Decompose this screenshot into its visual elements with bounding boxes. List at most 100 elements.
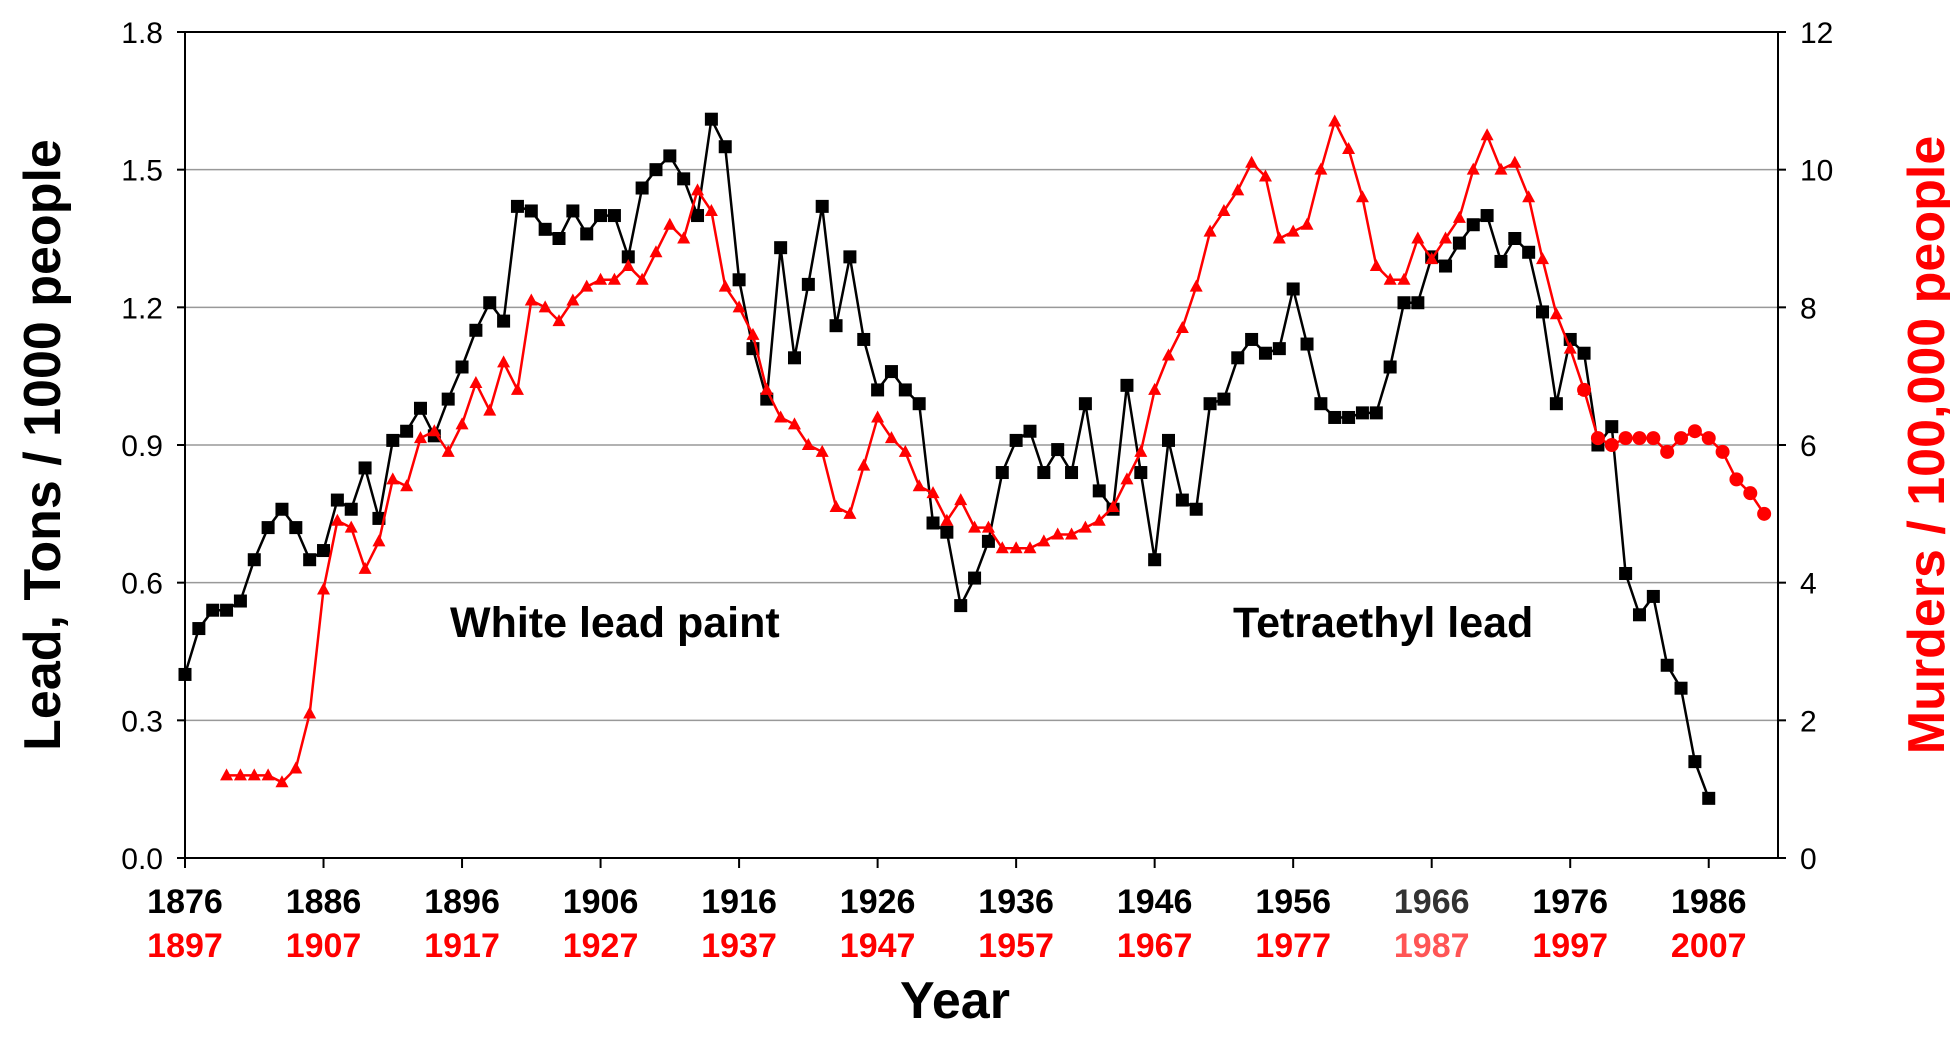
data-point — [1078, 397, 1092, 411]
data-point — [1258, 169, 1272, 182]
data-point — [760, 382, 774, 395]
data-point — [1757, 506, 1772, 521]
data-point — [774, 241, 788, 255]
data-point — [1383, 272, 1397, 285]
x-axis-ticks: 1876 1897 1886 1907 1896 1917 1906 1927 1916 1937… — [147, 858, 1747, 965]
data-point — [1051, 443, 1065, 457]
data-point — [1023, 424, 1037, 438]
data-point — [247, 768, 261, 781]
data-point — [1646, 431, 1661, 446]
y-axis-label-left: Lead, Tons / 1000 people — [14, 139, 72, 751]
data-point — [1577, 346, 1591, 360]
data-point — [497, 355, 511, 368]
data-point — [677, 231, 691, 244]
data-point — [663, 149, 677, 163]
data-point — [843, 506, 857, 519]
data-point — [233, 594, 247, 608]
data-point — [275, 502, 289, 516]
data-point — [566, 293, 580, 306]
data-point — [455, 417, 469, 430]
x-tick-label-secondary: 1977 — [1255, 927, 1331, 965]
data-point — [1701, 431, 1716, 446]
data-point — [372, 534, 386, 547]
x-tick-label: 1946 — [1117, 883, 1193, 921]
data-point — [413, 431, 427, 444]
x-tick-label: 1956 — [1255, 883, 1331, 921]
right-tick-label: 6 — [1800, 430, 1817, 463]
data-point — [1037, 466, 1051, 480]
data-point — [1508, 232, 1522, 245]
x-tick-label: 1876 — [147, 883, 223, 921]
x-tick-label-secondary: 1997 — [1532, 927, 1608, 965]
data-point — [926, 486, 940, 499]
series-2 — [1577, 382, 1772, 521]
data-point — [663, 217, 677, 230]
data-point — [801, 438, 815, 450]
data-point — [317, 582, 331, 595]
data-point — [1508, 155, 1522, 168]
data-point — [1120, 378, 1134, 392]
data-point — [1148, 382, 1162, 395]
data-point — [926, 516, 940, 530]
x-tick-label-secondary: 2007 — [1671, 927, 1747, 965]
data-point — [1217, 203, 1231, 216]
data-point — [178, 667, 192, 681]
data-point — [233, 768, 247, 781]
gridlines — [185, 168, 1778, 722]
data-point — [1203, 224, 1217, 237]
data-point — [1590, 431, 1605, 446]
data-point — [1175, 320, 1189, 333]
right-tick-label: 10 — [1800, 155, 1833, 188]
data-point — [192, 622, 206, 636]
left-axis-ticks: 0.0 0.3 0.6 0.9 1.2 1.5 1.8 — [121, 17, 185, 876]
x-tick-label-secondary: 1897 — [147, 927, 223, 965]
data-point — [1536, 252, 1550, 265]
left-tick-label: 0.0 — [121, 843, 163, 876]
data-point — [510, 199, 524, 213]
data-point — [483, 403, 497, 416]
data-point — [1702, 791, 1716, 805]
data-point — [344, 502, 358, 516]
data-point — [1522, 245, 1536, 259]
data-point — [261, 768, 275, 781]
data-point — [829, 499, 843, 512]
x-tick-label-secondary: 1927 — [563, 927, 639, 965]
data-point — [386, 433, 400, 447]
data-point — [358, 561, 372, 574]
data-point — [649, 163, 663, 177]
data-point — [884, 365, 898, 379]
data-point — [1383, 360, 1397, 374]
data-point — [566, 204, 580, 218]
data-point — [1355, 190, 1369, 203]
annotation-tetraethyl-lead: Tetraethyl lead — [1233, 599, 1533, 647]
data-point — [843, 250, 857, 264]
data-point — [358, 461, 372, 475]
data-point — [1134, 444, 1148, 457]
data-point — [1687, 424, 1702, 439]
data-point — [552, 314, 566, 327]
data-point — [1355, 406, 1369, 420]
data-point — [981, 534, 995, 548]
data-point — [400, 424, 414, 438]
data-point — [1604, 438, 1619, 452]
right-axis-ticks: 0 2 4 6 8 10 12 — [1778, 17, 1833, 876]
data-point — [1743, 486, 1758, 501]
data-point — [206, 603, 220, 617]
data-point — [691, 183, 705, 196]
x-tick-label: 1976 — [1532, 883, 1608, 921]
data-point — [635, 272, 649, 285]
y-axis-label-right: Murders / 100,000 people — [1898, 136, 1950, 755]
data-point — [1231, 183, 1245, 196]
data-point — [1411, 231, 1425, 244]
data-point — [1369, 406, 1383, 420]
data-point — [1660, 658, 1674, 672]
data-point — [912, 397, 926, 411]
x-tick-label: 1936 — [978, 883, 1054, 921]
data-point — [1549, 307, 1563, 320]
left-tick-label: 1.8 — [121, 17, 163, 50]
data-point — [289, 521, 303, 535]
data-point — [774, 410, 788, 423]
data-point — [427, 424, 441, 437]
data-point — [400, 479, 414, 492]
x-tick-label: 1906 — [563, 883, 639, 921]
